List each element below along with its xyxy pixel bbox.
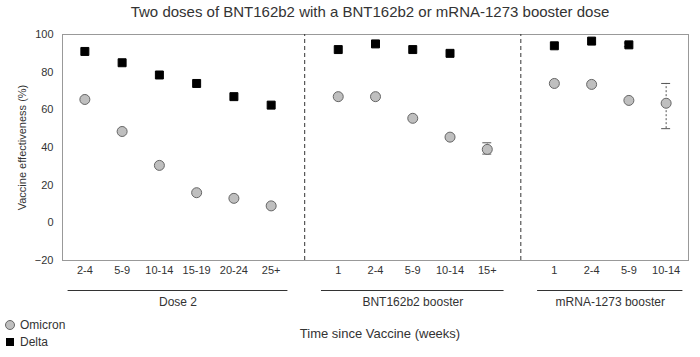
svg-text:5-9: 5-9 <box>114 264 130 276</box>
svg-text:15-19: 15-19 <box>183 264 211 276</box>
svg-text:Dose 2: Dose 2 <box>159 295 197 309</box>
svg-text:−20: −20 <box>35 254 54 266</box>
svg-text:2-4: 2-4 <box>368 264 384 276</box>
html-text:Time since Vaccine (weeks): Time since Vaccine (weeks) <box>299 326 461 341</box>
svg-text:1: 1 <box>551 264 557 276</box>
svg-text:0: 0 <box>47 216 53 228</box>
svg-text:5-9: 5-9 <box>621 264 637 276</box>
svg-text:10-14: 10-14 <box>145 264 173 276</box>
svg-text:40: 40 <box>41 141 53 153</box>
svg-text:80: 80 <box>41 66 53 78</box>
html-text:Omicron: Omicron <box>20 317 66 332</box>
html-text:Two doses of BNT162b2 with a B: Two doses of BNT162b2 with a BNT162b2 or… <box>130 3 610 20</box>
svg-text:20-24: 20-24 <box>220 264 248 276</box>
svg-text:BNT162b2 booster: BNT162b2 booster <box>362 295 463 309</box>
svg-text:100: 100 <box>35 28 53 40</box>
svg-text:1: 1 <box>335 264 341 276</box>
svg-text:mRNA-1273 booster: mRNA-1273 booster <box>556 295 665 309</box>
svg-text:10-14: 10-14 <box>436 264 464 276</box>
svg-text:2-4: 2-4 <box>584 264 600 276</box>
svg-text:15+: 15+ <box>478 264 497 276</box>
svg-text:20: 20 <box>41 179 53 191</box>
svg-text:5-9: 5-9 <box>405 264 421 276</box>
svg-text:60: 60 <box>41 103 53 115</box>
svg-text:25+: 25+ <box>262 264 281 276</box>
svg-text:Vaccine effectiveness (%): Vaccine effectiveness (%) <box>16 85 28 211</box>
svg-text:2-4: 2-4 <box>77 264 93 276</box>
svg-text:10-14: 10-14 <box>652 264 680 276</box>
html-text:Delta: Delta <box>20 334 48 349</box>
